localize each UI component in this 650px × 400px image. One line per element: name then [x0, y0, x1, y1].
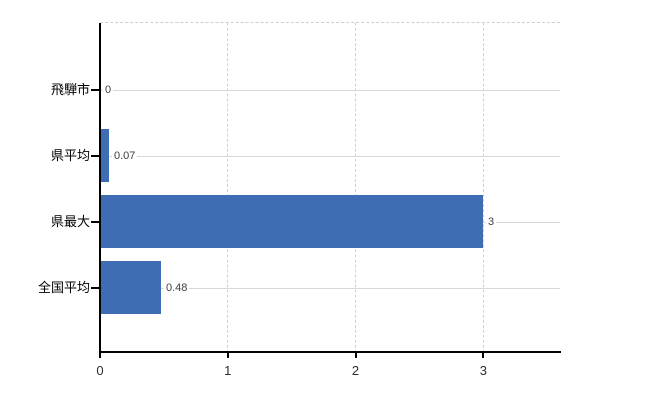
y-axis-tick: [91, 89, 99, 91]
y-axis-tick: [91, 155, 99, 157]
value-label: 0: [103, 82, 114, 98]
bar[interactable]: [101, 261, 161, 314]
x-axis-line: [99, 351, 561, 353]
x-tick-label: 2: [351, 363, 360, 378]
x-tick-label: 0: [96, 363, 104, 378]
x-tick-label: 3: [479, 363, 487, 378]
category-label: 県最大: [50, 214, 90, 229]
category-label: 全国平均: [37, 280, 90, 295]
vertical-gridline: [227, 23, 229, 353]
category-label: 飛騨市: [50, 82, 90, 97]
horizontal-gridline: [100, 287, 560, 289]
value-label: 0.07: [112, 148, 138, 164]
y-axis-line: [99, 23, 101, 353]
y-axis-tick: [91, 221, 99, 223]
x-axis-tick: [354, 353, 357, 358]
value-label: 0.48: [164, 280, 190, 296]
x-axis-tick: [226, 353, 229, 358]
horizontal-gridline: [100, 155, 560, 157]
x-tick-label: 1: [224, 363, 232, 378]
horizontal-gridline: [100, 89, 560, 91]
x-axis-tick: [482, 353, 485, 358]
x-axis-tick: [99, 353, 101, 358]
bar[interactable]: [101, 195, 483, 248]
bar[interactable]: [101, 129, 109, 182]
vertical-gridline: [355, 23, 357, 353]
value-label: 3: [486, 214, 497, 230]
vertical-gridline: [482, 23, 484, 353]
y-axis-tick: [91, 287, 99, 289]
category-label: 県平均: [50, 148, 90, 163]
plot-area: 0 1 2 3 飛騨市 0 県平均 0.07 県最大 3 全国平均 0.48: [38, 22, 561, 378]
